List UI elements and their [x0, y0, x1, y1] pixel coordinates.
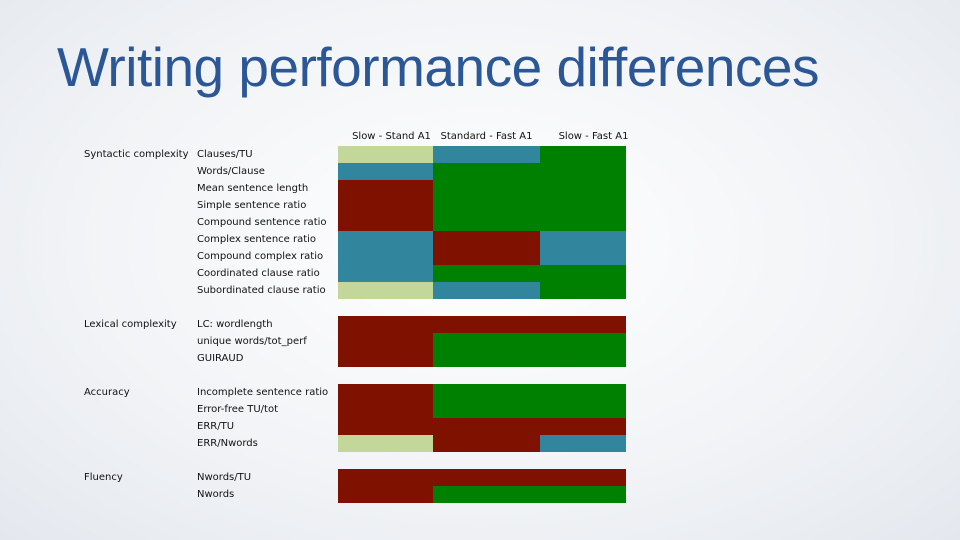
group-label: Fluency	[84, 472, 123, 483]
metric-label: ERR/TU	[197, 421, 235, 432]
result-cell	[540, 180, 626, 197]
metric-label: Subordinated clause ratio	[197, 285, 326, 296]
group-label: Lexical complexity	[84, 319, 177, 330]
metric-label: Nwords	[197, 489, 235, 500]
result-cell	[433, 435, 540, 452]
metric-label: Incomplete sentence ratio	[197, 387, 329, 398]
result-cell	[540, 469, 626, 486]
result-cell	[540, 350, 626, 367]
result-cell	[338, 486, 433, 503]
metric-label: LC: wordlength	[197, 319, 273, 330]
result-cell	[433, 401, 540, 418]
result-cell	[433, 248, 540, 265]
metric-label: Coordinated clause ratio	[197, 268, 320, 279]
result-cell	[433, 197, 540, 214]
group-label: Accuracy	[84, 387, 130, 398]
result-cell	[338, 401, 433, 418]
result-cell	[338, 146, 433, 163]
result-cell	[338, 231, 433, 248]
result-cell	[433, 333, 540, 350]
result-cell	[540, 163, 626, 180]
result-cell	[338, 163, 433, 180]
result-cell	[433, 214, 540, 231]
result-cell	[540, 248, 626, 265]
result-cell	[338, 248, 433, 265]
result-cell	[338, 469, 433, 486]
metric-label: ERR/Nwords	[197, 438, 258, 449]
result-cell	[338, 418, 433, 435]
column-header: Slow - Stand A1	[352, 131, 431, 142]
metric-label: Mean sentence length	[197, 183, 309, 194]
result-cell	[433, 163, 540, 180]
metric-label: Words/Clause	[197, 166, 265, 177]
result-cell	[338, 180, 433, 197]
result-cell	[433, 180, 540, 197]
result-cell	[540, 231, 626, 248]
result-cell	[338, 265, 433, 282]
result-cell	[540, 384, 626, 401]
result-cell	[540, 418, 626, 435]
metric-label: Error-free TU/tot	[197, 404, 278, 415]
result-cell	[433, 282, 540, 299]
result-cell	[540, 265, 626, 282]
result-cell	[433, 350, 540, 367]
result-cell	[338, 214, 433, 231]
result-cell	[433, 486, 540, 503]
metric-label: Simple sentence ratio	[197, 200, 307, 211]
result-cell	[433, 316, 540, 333]
result-cell	[540, 197, 626, 214]
result-cell	[540, 486, 626, 503]
result-cell	[540, 146, 626, 163]
result-cell	[433, 231, 540, 248]
result-cell	[338, 435, 433, 452]
metric-label: unique words/tot_perf	[197, 336, 307, 347]
result-cell	[540, 282, 626, 299]
metric-label: Nwords/TU	[197, 472, 252, 483]
result-cell	[338, 197, 433, 214]
result-cell	[433, 384, 540, 401]
column-header: Standard - Fast A1	[440, 131, 533, 142]
result-cell	[540, 316, 626, 333]
result-cell	[540, 435, 626, 452]
result-cell	[540, 214, 626, 231]
result-cell	[338, 333, 433, 350]
group-label: Syntactic complexity	[84, 149, 189, 160]
result-cell	[540, 333, 626, 350]
metric-label: GUIRAUD	[197, 353, 244, 364]
result-cell	[338, 316, 433, 333]
result-cell	[433, 418, 540, 435]
result-cell	[540, 401, 626, 418]
result-cell	[338, 350, 433, 367]
metric-label: Clauses/TU	[197, 149, 253, 160]
result-cell	[433, 469, 540, 486]
column-header: Slow - Fast A1	[558, 131, 629, 142]
slide-title: Writing performance differences	[57, 36, 820, 98]
result-cell	[433, 265, 540, 282]
metric-label: Complex sentence ratio	[197, 234, 317, 245]
result-cell	[433, 146, 540, 163]
metric-label: Compound complex ratio	[197, 251, 324, 262]
result-cell	[338, 384, 433, 401]
metric-label: Compound sentence ratio	[197, 217, 327, 228]
result-cell	[338, 282, 433, 299]
